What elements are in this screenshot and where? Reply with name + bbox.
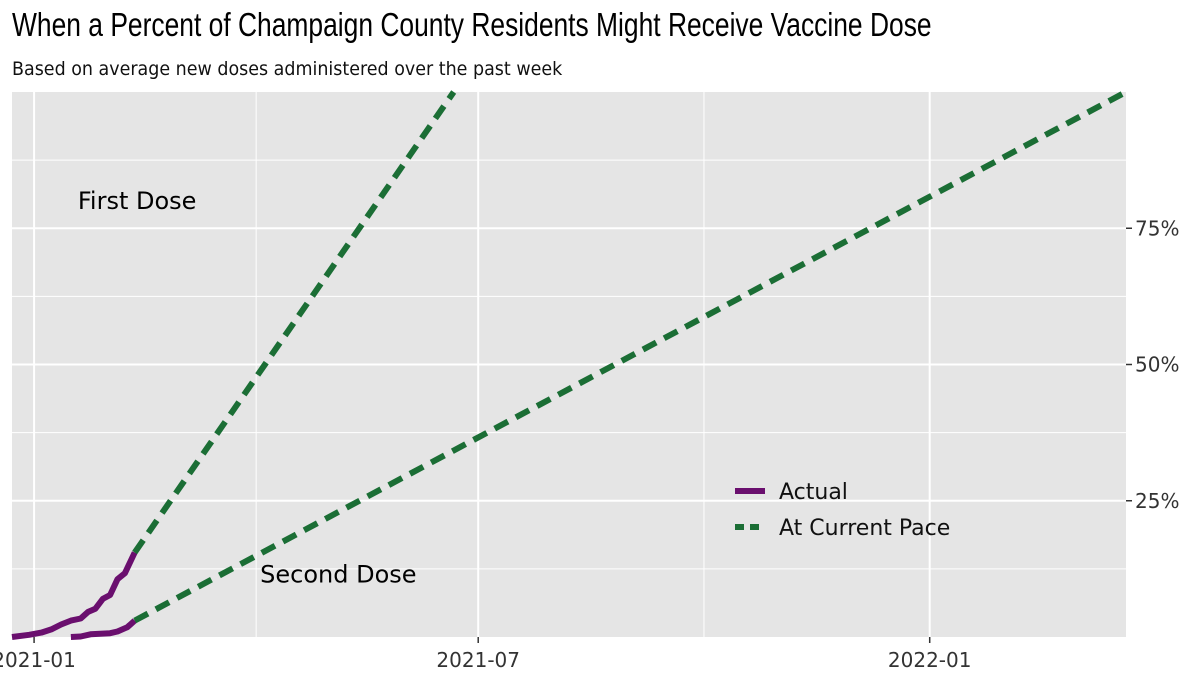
y-tick-label: 25% — [1135, 489, 1179, 513]
chart-title: When a Percent of Champaign County Resid… — [12, 6, 932, 43]
x-tick-label: 2021-07 — [436, 648, 520, 672]
pace-line-first-dose — [132, 90, 457, 555]
annotation-second-dose: Second Dose — [260, 560, 416, 588]
legend-label: At Current Pace — [779, 516, 950, 541]
actual-line-first-dose — [11, 551, 138, 640]
y-tick-label: 75% — [1135, 216, 1179, 240]
x-tick-label: 2022-01 — [888, 648, 972, 672]
pace-line-second-dose — [133, 89, 1128, 624]
annotation-first-dose: First Dose — [78, 187, 197, 215]
legend-label: Actual — [779, 480, 848, 505]
chart-subtitle: Based on average new doses administered … — [12, 58, 563, 80]
x-tick-label: 2021-01 — [0, 648, 76, 672]
actual-line-second-dose — [70, 618, 137, 640]
y-tick-label: 50% — [1135, 353, 1179, 377]
